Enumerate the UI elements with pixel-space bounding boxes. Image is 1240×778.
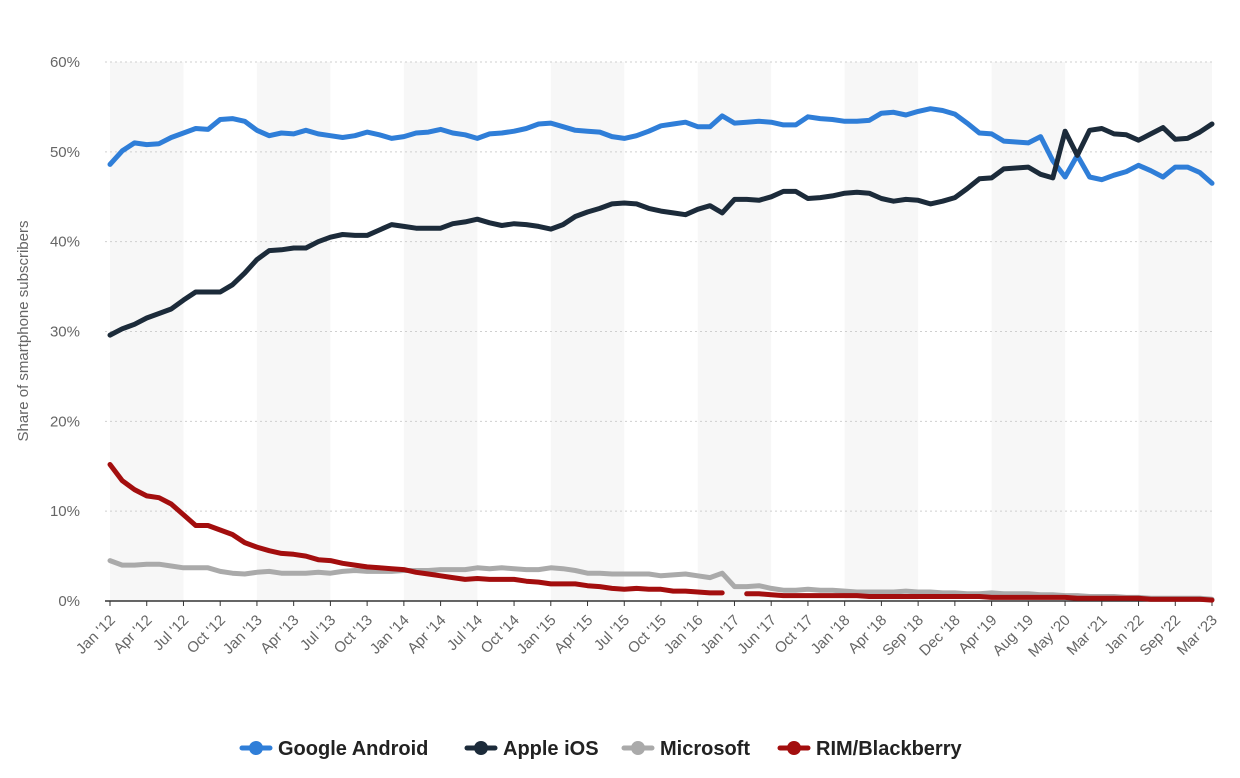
x-tick-label: Jan '18: [808, 612, 854, 658]
plot-band: [550, 62, 625, 601]
x-tick-label: Apr '15: [551, 612, 596, 657]
legend-marker: [787, 741, 801, 755]
x-tick-label: Oct '17: [771, 612, 816, 657]
legend-item-apple-ios[interactable]: Apple iOS: [464, 738, 599, 760]
legend[interactable]: Google Android Apple iOS Microsoft RIM/Blac…: [239, 738, 962, 760]
plot-band: [697, 62, 772, 601]
x-tick-label: Jan '13: [220, 612, 266, 658]
series-line-apple-ios: [107, 121, 1215, 338]
x-tick-label: Oct '13: [331, 612, 376, 657]
y-tick-label: 30%: [50, 324, 80, 341]
legend-item-google-android[interactable]: Google Android: [239, 738, 428, 760]
x-tick-label: Apr '14: [404, 612, 449, 657]
legend-label: RIM/Blackberry: [816, 738, 962, 760]
x-tick-label: Jan '16: [661, 612, 707, 658]
legend-marker: [249, 741, 263, 755]
x-tick-label: Oct '12: [184, 612, 229, 657]
y-axis-label: Share of smartphone subscribers: [15, 221, 32, 442]
x-tick-label: Jan '12: [73, 612, 119, 658]
x-tick-label: Jun '17: [734, 612, 780, 658]
y-tick-label: 0%: [58, 593, 80, 610]
x-tick-label: Oct '15: [625, 612, 670, 657]
legend-marker: [631, 741, 645, 755]
x-tick-label: Jan '17: [697, 612, 743, 658]
y-tick-label: 60%: [50, 54, 80, 71]
x-tick-label: Jan '14: [367, 612, 413, 658]
plot-band: [256, 62, 331, 601]
legend-marker: [474, 741, 488, 755]
legend-label: Apple iOS: [503, 738, 599, 760]
x-tick-label: Oct '14: [478, 612, 523, 657]
x-tick-label: Jan '15: [514, 612, 560, 658]
series-line-google-android: [107, 106, 1215, 186]
x-tick-label: Mar '23: [1174, 612, 1221, 659]
y-tick-label: 50%: [50, 144, 80, 161]
legend-label: Google Android: [278, 738, 428, 760]
x-tick-label: Apr '12: [110, 612, 155, 657]
series-line-rim-blackberry: [107, 462, 1215, 603]
x-tick-label: Apr '13: [257, 612, 302, 657]
x-tick-label: Sep '22: [1136, 612, 1184, 660]
plot-band: [991, 62, 1066, 601]
y-axis-ticks: 0% 10% 20% 30% 40% 50% 60%: [50, 54, 80, 610]
legend-label: Microsoft: [660, 738, 750, 760]
legend-item-rim-blackberry[interactable]: RIM/Blackberry: [777, 738, 962, 760]
y-tick-label: 40%: [50, 234, 80, 251]
x-tick-label: Mar '21: [1064, 612, 1111, 659]
legend-item-microsoft[interactable]: Microsoft: [621, 738, 750, 760]
series-line-microsoft: [107, 558, 1215, 602]
y-tick-label: 10%: [50, 503, 80, 520]
y-tick-label: 20%: [50, 413, 80, 430]
x-tick-label: Dec '18: [916, 612, 964, 660]
series-lines: [107, 106, 1215, 603]
